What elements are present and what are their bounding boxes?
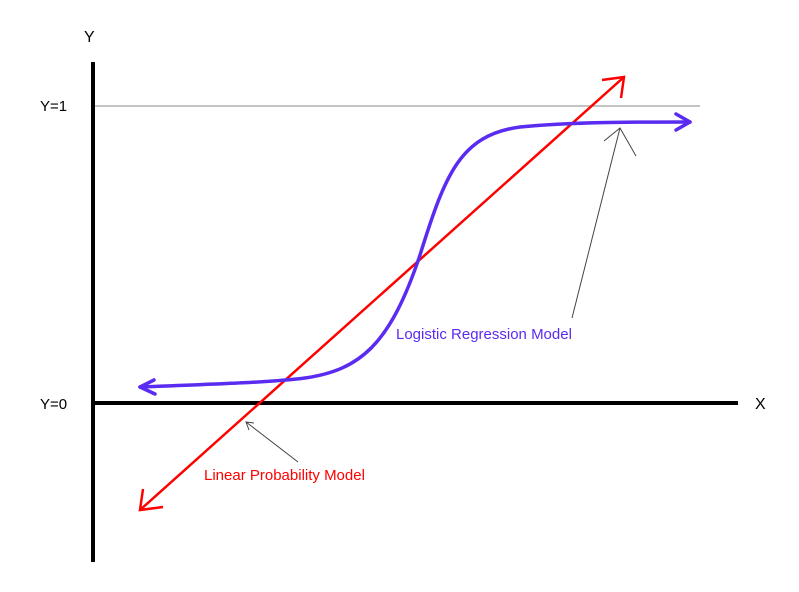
linear-probability-label: Linear Probability Model <box>204 467 365 484</box>
logistic-curve-left-arrowhead <box>138 378 157 396</box>
x-axis-label: X <box>755 396 766 413</box>
y-zero-label: Y=0 <box>40 396 67 413</box>
y-one-label: Y=1 <box>40 98 67 115</box>
linear-line-top-arrowhead <box>601 75 626 99</box>
linear-pointer-arrow <box>245 421 299 463</box>
linear-probability-line <box>138 75 626 512</box>
logistic-curve-right-arrowhead <box>674 112 692 132</box>
logistic-regression-curve <box>138 112 692 396</box>
logistic-pointer-arrow <box>571 127 637 319</box>
linear-line-bottom-arrowhead <box>138 488 164 512</box>
y-axis-label: Y <box>84 29 95 46</box>
logistic-regression-label: Logistic Regression Model <box>396 326 572 343</box>
